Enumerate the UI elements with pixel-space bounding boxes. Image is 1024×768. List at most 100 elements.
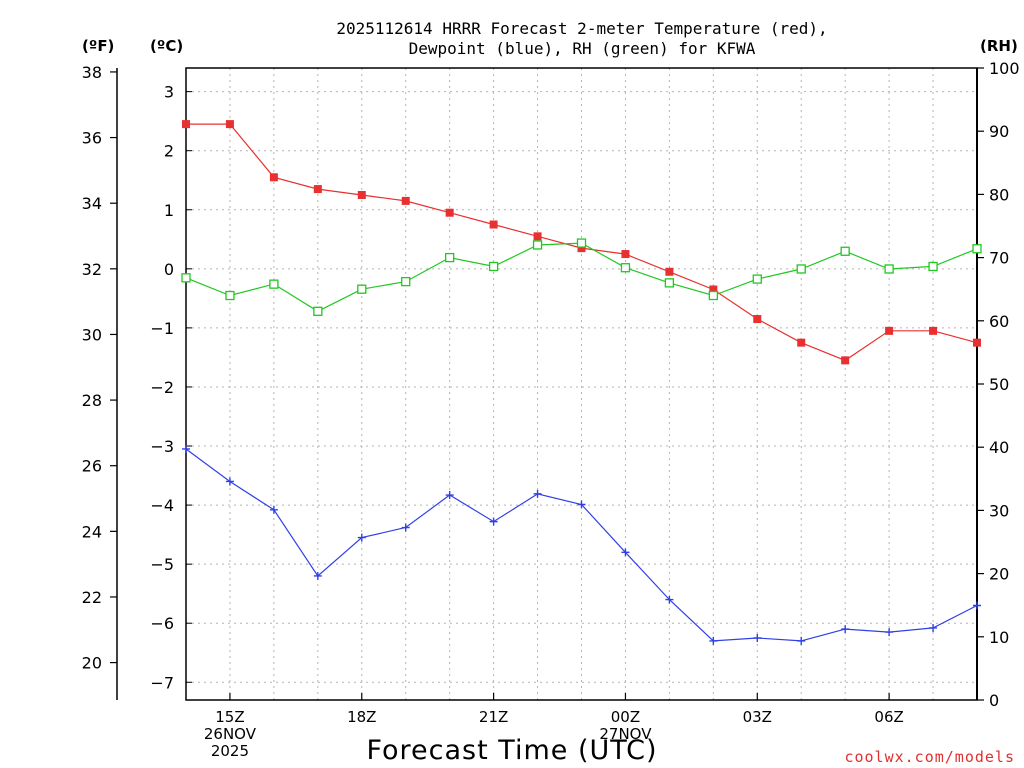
- rh-point: [576, 238, 587, 248]
- temperature-point: [665, 267, 674, 276]
- celsius-tick-label: 1: [164, 201, 174, 220]
- x-tick-label: 18Z: [347, 708, 376, 726]
- rh-point: [401, 276, 411, 287]
- rh-tick-label: 0: [989, 691, 999, 710]
- fahrenheit-tick-label: 20: [82, 654, 102, 673]
- grid-lines: [186, 68, 977, 700]
- fahrenheit-unit-label: (ºF): [82, 37, 114, 55]
- temperature-point: [885, 326, 894, 335]
- plot-frame: [185, 67, 978, 701]
- dewpoint-point: [533, 489, 542, 498]
- rh-point: [708, 290, 718, 301]
- x-tick-label: 27NOV: [599, 725, 652, 743]
- rh-tick-label: 90: [989, 122, 1009, 141]
- dewpoint-point: [753, 633, 762, 642]
- rh-point: [840, 246, 850, 256]
- rh-point: [532, 240, 543, 250]
- rh-tick-label: 70: [989, 249, 1009, 268]
- dewpoint-point: [665, 595, 674, 604]
- temperature-point: [489, 220, 498, 229]
- temperature-point: [225, 120, 234, 129]
- rh-line: [185, 242, 978, 312]
- fahrenheit-tick-label: 30: [82, 325, 102, 344]
- temperature-point: [401, 196, 410, 205]
- credit-text: coolwx.com/models: [844, 748, 1015, 766]
- rh-point: [225, 290, 235, 301]
- temperature-point: [182, 120, 190, 129]
- rh-point: [752, 274, 762, 284]
- x-axis-label: Forecast Time (UTC): [366, 735, 657, 766]
- temperature-point: [709, 285, 718, 294]
- rh-tick-label: 40: [989, 438, 1009, 457]
- fahrenheit-tick-label: 26: [82, 457, 102, 476]
- rh-point: [181, 273, 191, 283]
- dewpoint-point: [885, 628, 894, 637]
- celsius-tick-label: −5: [150, 555, 174, 574]
- fahrenheit-tick-label: 32: [82, 260, 102, 279]
- rh-point: [269, 279, 279, 289]
- rh-point: [972, 244, 982, 254]
- dewpoint-point: [841, 625, 850, 634]
- dewpoint-point: [709, 636, 718, 645]
- rh-point: [620, 263, 631, 273]
- rh-tick-label: 20: [989, 565, 1009, 584]
- rh-unit-label: (RH): [980, 37, 1018, 55]
- celsius-tick-label: −6: [150, 614, 174, 633]
- data-series: [181, 120, 982, 645]
- dewpoint-point: [797, 636, 806, 645]
- celsius-tick-label: 0: [164, 260, 174, 279]
- celsius-tick-label: 3: [164, 83, 174, 102]
- temperature-point: [533, 232, 542, 241]
- x-tick-label: 15Z: [215, 708, 244, 726]
- rh-point: [357, 284, 367, 294]
- x-tick-label: 26NOV: [204, 725, 257, 743]
- fahrenheit-tick-label: 24: [82, 522, 102, 541]
- temperature-point: [269, 173, 278, 182]
- rh-point: [445, 252, 455, 263]
- dewpoint-point: [445, 491, 454, 500]
- dewpoint-point: [357, 533, 366, 542]
- dewpoint-point: [182, 444, 190, 453]
- rh-point: [664, 278, 675, 288]
- fahrenheit-tick-label: 36: [82, 129, 102, 148]
- dewpoint-point: [269, 505, 278, 514]
- dewpoint-point: [621, 548, 630, 557]
- x-tick-label: 00Z: [611, 708, 640, 726]
- celsius-tick-label: 2: [164, 142, 174, 161]
- rh-point: [313, 306, 323, 316]
- x-tick-label: 03Z: [743, 708, 772, 726]
- rh-tick-label: 60: [989, 312, 1009, 331]
- rh-tick-label: 80: [989, 185, 1009, 204]
- chart-subtitle: Dewpoint (blue), RH (green) for KFWA: [409, 39, 756, 58]
- celsius-tick-label: −4: [150, 496, 174, 515]
- rh-point: [928, 261, 938, 272]
- temperature-point: [929, 326, 938, 335]
- celsius-tick-label: −7: [150, 673, 174, 692]
- temperature-point: [313, 185, 322, 194]
- temperature-point: [797, 338, 806, 347]
- rh-point: [884, 264, 894, 274]
- rh-point: [488, 261, 499, 272]
- rh-tick-label: 50: [989, 375, 1009, 394]
- rh-tick-label: 10: [989, 628, 1009, 647]
- chart-title: 2025112614 HRRR Forecast 2-meter Tempera…: [336, 19, 827, 38]
- fahrenheit-tick-label: 38: [82, 63, 102, 82]
- celsius-unit-label: (ºC): [150, 37, 183, 55]
- dewpoint-point: [577, 500, 586, 509]
- temperature-point: [577, 244, 586, 253]
- dewpoint-point: [401, 523, 410, 532]
- x-tick-label: 21Z: [479, 708, 508, 726]
- celsius-tick-label: −3: [150, 437, 174, 456]
- temperature-point: [753, 315, 762, 324]
- dewpoint-point: [973, 601, 981, 610]
- rh-point: [796, 264, 806, 274]
- axis-ticks: 3210−1−2−3−4−5−6−73836343230282624222010…: [82, 59, 1020, 760]
- x-tick-label: 06Z: [874, 708, 903, 726]
- dewpoint-point: [313, 571, 322, 580]
- temperature-point: [841, 356, 850, 365]
- rh-tick-label: 30: [989, 501, 1009, 520]
- fahrenheit-tick-label: 34: [82, 194, 102, 213]
- dewpoint-point: [225, 477, 234, 486]
- x-tick-label: 2025: [211, 742, 249, 760]
